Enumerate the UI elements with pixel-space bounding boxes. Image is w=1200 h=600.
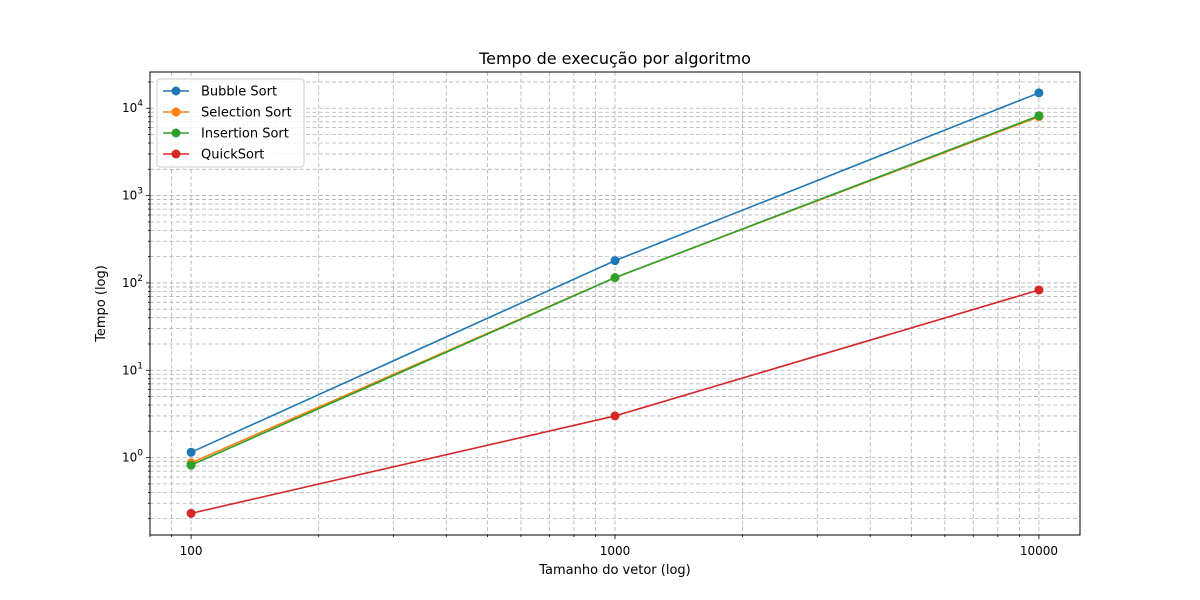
series-quicksort — [186, 285, 1044, 518]
legend-box — [156, 78, 305, 168]
series-insertion-sort — [186, 111, 1044, 470]
axis-ticks: 100 1000 10000 100 101 102 103 104 — [122, 81, 1058, 558]
y-axis-label: Tempo (log) — [94, 265, 109, 343]
y-tick-label: 104 — [122, 99, 143, 115]
x-tick-label: 1000 — [600, 544, 631, 558]
legend-label-quicksort: QuickSort — [201, 148, 264, 163]
legend-label-selection-sort: Selection Sort — [201, 106, 292, 121]
legend: Bubble Sort Selection Sort Insertion Sort Q… — [156, 78, 305, 168]
series-lines — [186, 88, 1044, 518]
y-tick-label: 101 — [122, 361, 143, 377]
y-tick-label: 100 — [122, 449, 143, 465]
legend-marker-bubble-sort — [171, 86, 181, 96]
legend-marker-quicksort — [171, 149, 181, 159]
x-axis-label: Tamanho do vetor (log) — [538, 563, 690, 578]
grid — [149, 72, 1080, 535]
x-tick-label: 100 — [180, 544, 203, 558]
legend-label-insertion-sort: Insertion Sort — [201, 127, 289, 142]
data-point-quicksort — [186, 508, 196, 518]
data-point-quicksort — [1034, 285, 1044, 295]
chart-title: Tempo de execução por algoritmo — [478, 49, 751, 68]
data-point-bubble-sort — [610, 256, 620, 266]
y-tick-label: 103 — [122, 187, 143, 203]
data-point-quicksort — [610, 411, 620, 421]
y-tick-label: 102 — [122, 274, 143, 290]
legend-label-bubble-sort: Bubble Sort — [201, 85, 277, 100]
data-point-bubble-sort — [1034, 88, 1044, 98]
x-tick-label: 10000 — [1020, 544, 1058, 558]
data-point-insertion-sort — [186, 460, 196, 470]
legend-marker-insertion-sort — [171, 128, 181, 138]
data-point-insertion-sort — [1034, 111, 1044, 121]
legend-marker-selection-sort — [171, 107, 181, 117]
data-point-insertion-sort — [610, 273, 620, 283]
series-bubble-sort — [186, 88, 1044, 457]
series-line-quicksort — [190, 289, 1040, 515]
data-point-bubble-sort — [186, 447, 196, 457]
